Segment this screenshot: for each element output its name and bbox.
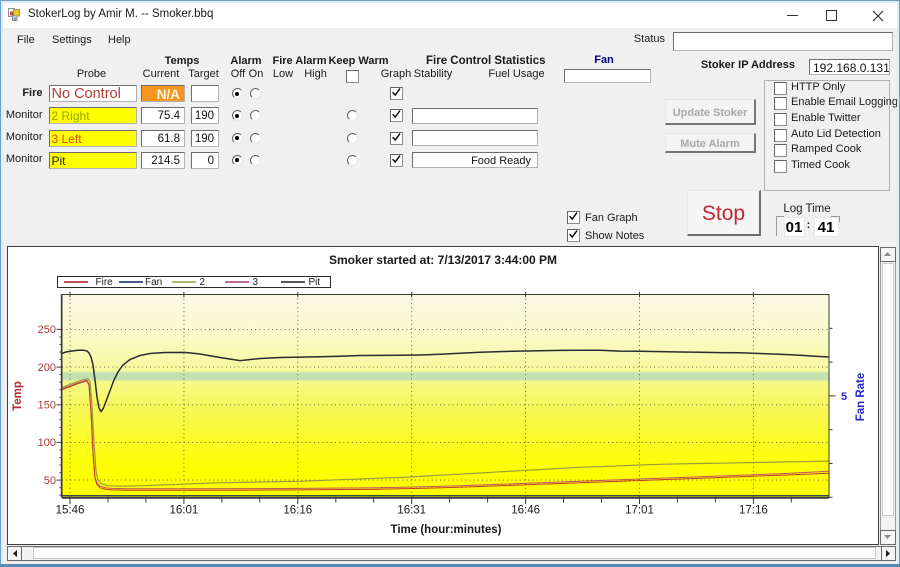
svg-text:250: 250 (38, 324, 56, 336)
svg-text:15:46: 15:46 (56, 505, 85, 517)
svg-text:17:16: 17:16 (739, 505, 768, 517)
svg-text:5: 5 (841, 391, 847, 403)
svg-text:16:31: 16:31 (397, 505, 426, 517)
svg-text:Time (hour:minutes): Time (hour:minutes) (391, 524, 502, 536)
svg-text:Fan Rate: Fan Rate (855, 373, 867, 422)
svg-text:16:01: 16:01 (170, 505, 199, 517)
svg-text:17:01: 17:01 (625, 505, 654, 517)
svg-text:16:46: 16:46 (511, 505, 540, 517)
svg-text:50: 50 (44, 475, 56, 487)
svg-text:16:16: 16:16 (283, 505, 312, 517)
svg-text:Temp: Temp (12, 381, 24, 411)
svg-text:100: 100 (38, 437, 56, 449)
svg-text:200: 200 (38, 362, 56, 374)
svg-text:150: 150 (38, 400, 56, 412)
